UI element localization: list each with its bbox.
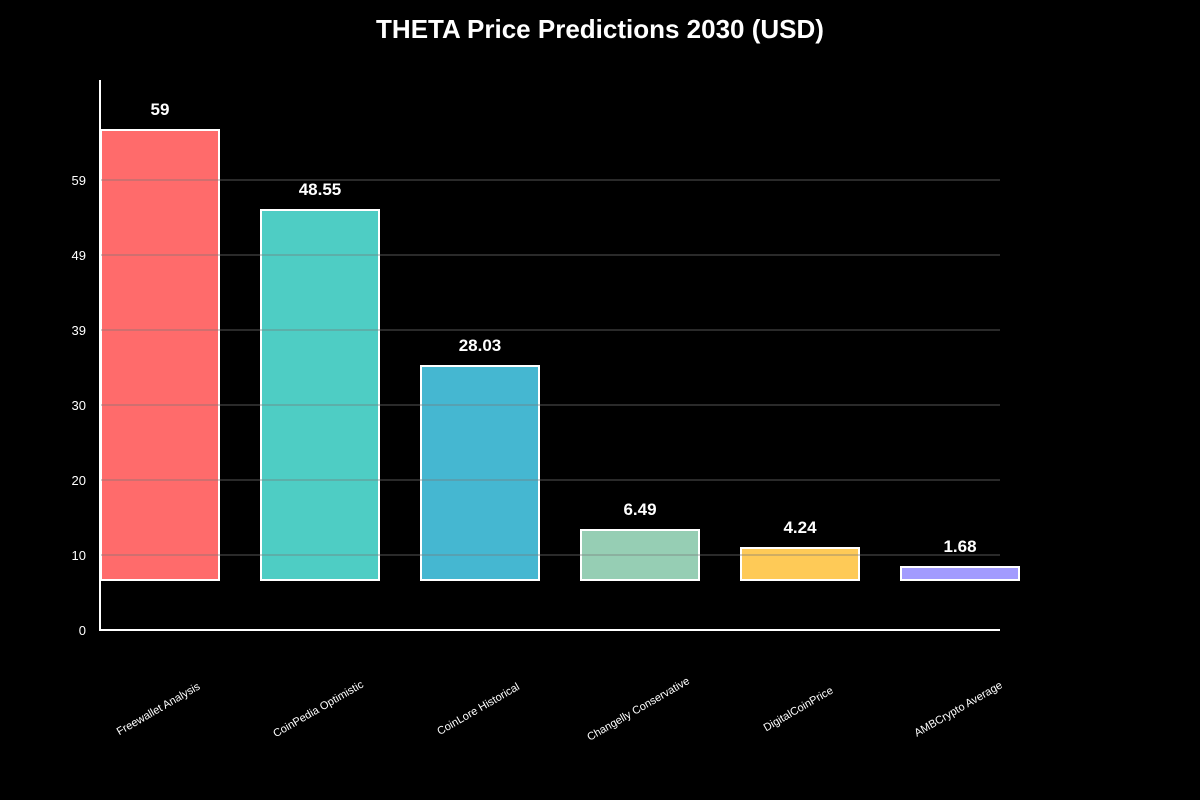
x-tick-label: CoinPedia Optimistic [271, 678, 366, 740]
x-tick-label: DigitalCoinPrice [762, 685, 836, 735]
value-label: 1.68 [943, 537, 976, 556]
x-tick-label: Changelly Conservative [585, 675, 692, 743]
value-labels: 59 48.55 28.03 6.49 4.24 1.68 [151, 100, 977, 556]
gridlines [100, 179, 1000, 556]
bar-freewallet-analysis[interactable] [100, 129, 220, 581]
chart-title: THETA Price Predictions 2030 (USD) [376, 14, 824, 44]
bar-ambcrypto-average[interactable] [900, 566, 1020, 581]
bar-coinlore-historical[interactable] [420, 365, 540, 581]
y-tick-label: 59 [72, 173, 86, 188]
bar-changelly-conservative[interactable] [580, 529, 700, 581]
value-label: 6.49 [623, 500, 656, 519]
y-tick-label: 49 [72, 248, 86, 263]
value-label: 4.24 [783, 518, 817, 537]
y-tick-label: 0 [79, 623, 86, 638]
y-tick-label: 39 [72, 323, 86, 338]
x-tick-label: AMBCrypto Average [912, 679, 1004, 739]
bars-group [100, 129, 1020, 581]
value-label: 48.55 [299, 180, 342, 199]
x-axis-labels: Freewallet Analysis CoinPedia Optimistic C… [115, 675, 1005, 743]
value-label: 59 [151, 100, 170, 119]
y-axis-ticks: 0 10 20 30 39 49 59 [72, 173, 86, 638]
y-tick-label: 10 [72, 548, 86, 563]
y-tick-label: 30 [72, 398, 86, 413]
x-tick-label: CoinLore Historical [435, 681, 521, 738]
y-tick-label: 20 [72, 473, 86, 488]
axes [99, 80, 1000, 631]
bar-coinpedia-optimistic[interactable] [260, 209, 380, 581]
x-tick-label: Freewallet Analysis [115, 680, 203, 738]
bar-digitalcoinprice[interactable] [740, 547, 860, 581]
value-label: 28.03 [459, 336, 502, 355]
